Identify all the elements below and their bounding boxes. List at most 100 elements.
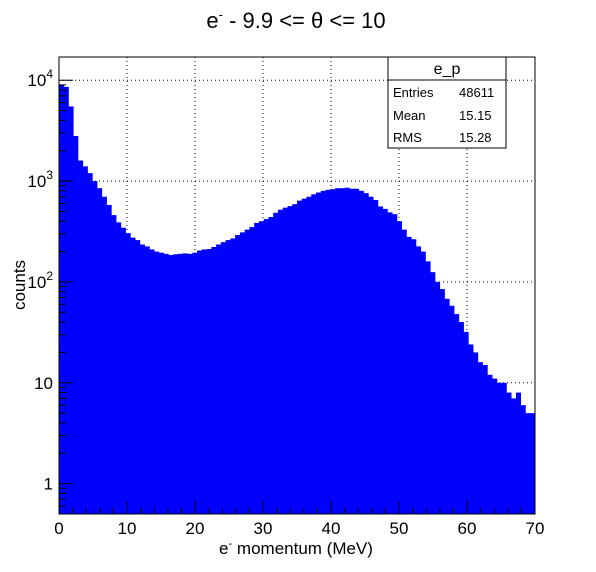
histogram-bar [444, 298, 450, 514]
histogram-bar [335, 188, 341, 514]
histogram-bar [230, 238, 236, 515]
histogram-bar [282, 207, 288, 515]
histogram-bar [311, 194, 317, 514]
histogram-bar [492, 378, 498, 514]
histogram-bar [454, 314, 460, 514]
histogram-bar [339, 188, 345, 514]
stats-rms-value: 15.28 [459, 130, 492, 145]
histogram-bar [92, 181, 98, 514]
x-tick-label: 30 [254, 519, 273, 538]
histogram-bar [458, 322, 464, 514]
axis-ticks [58, 79, 536, 515]
histogram-bar [173, 254, 179, 514]
histogram-bar [401, 229, 407, 514]
histogram-bar [87, 173, 93, 514]
stats-box-name: e_p [434, 61, 461, 78]
histogram-bar [435, 281, 441, 514]
histogram-bar [192, 252, 198, 515]
histogram-bar [139, 244, 145, 514]
stats-mean-value: 15.15 [459, 108, 492, 123]
chart-title: e- - 9.9 <= θ <= 10 [206, 7, 385, 33]
histogram-bar [292, 204, 298, 515]
histogram-bar [297, 200, 303, 514]
histogram-bar [416, 246, 422, 514]
histogram-bar [382, 208, 388, 514]
stats-mean-label: Mean [393, 108, 426, 123]
histogram-bar [97, 188, 103, 514]
histogram-bar [368, 196, 374, 514]
stats-entries-label: Entries [393, 85, 434, 100]
histogram-bar [287, 206, 293, 514]
x-tick-label: 10 [118, 519, 137, 538]
x-axis-title: e- momentum (MeV) [219, 538, 373, 558]
x-tick-label: 50 [390, 519, 409, 538]
y-tick-labels: 1 10 102 103 104 [27, 67, 53, 493]
histogram-bar [220, 242, 226, 514]
histogram-bar [439, 289, 445, 514]
y-tick-label: 10 [34, 374, 53, 393]
histogram-bar [101, 196, 107, 514]
histogram-bar [349, 188, 355, 515]
histogram-bar [211, 247, 217, 514]
histogram-bar [430, 272, 436, 514]
histogram-bar [501, 382, 507, 514]
y-axis-title: counts [10, 260, 29, 310]
histogram-bar [178, 253, 184, 515]
histogram-bar [182, 253, 188, 514]
plot-frame [58, 56, 536, 515]
histogram-bar [154, 251, 160, 515]
histogram-bar [358, 190, 364, 514]
histogram-bar [158, 252, 165, 515]
y-tick-label: 102 [27, 269, 53, 292]
x-tick-label: 40 [322, 519, 341, 538]
histogram-bar [225, 240, 231, 514]
histogram-bar [363, 193, 369, 514]
y-tick-label: 103 [27, 168, 53, 191]
histogram-bar [392, 214, 398, 514]
histogram-bar [149, 249, 155, 514]
histogram-bar [468, 344, 474, 514]
histogram-bar [387, 212, 393, 514]
histogram-bar [373, 199, 379, 515]
x-tick-label: 0 [54, 519, 63, 538]
histogram-bar [235, 235, 241, 514]
histogram-bar [116, 222, 122, 514]
histogram-bar [496, 382, 502, 514]
histogram-bar [277, 209, 284, 515]
histogram-bar [396, 221, 403, 514]
histogram-bar [344, 187, 350, 514]
histogram-bar [268, 217, 274, 514]
histogram-bar [482, 365, 488, 514]
histogram-bar [406, 236, 412, 514]
histogram-bar [263, 219, 269, 514]
x-tick-label: 20 [186, 519, 205, 538]
histogram-bar [106, 204, 112, 515]
histogram-bar [316, 192, 322, 515]
histogram-bar [144, 246, 150, 514]
histogram-bar [120, 227, 126, 514]
histogram-bar [477, 362, 483, 514]
stats-entries-value: 48611 [459, 85, 494, 100]
histogram-bar [239, 232, 245, 514]
histogram-bar [249, 227, 255, 514]
histogram-bar [515, 392, 522, 514]
histogram-bar [73, 135, 79, 515]
histogram-bar [354, 188, 360, 515]
histogram-bar [425, 261, 431, 514]
histogram-bar [377, 206, 383, 514]
histogram-bar [201, 249, 207, 514]
histogram-bar [530, 413, 536, 514]
histogram-bar [130, 237, 136, 514]
histogram-bar [273, 212, 279, 514]
histogram-bar [78, 160, 84, 514]
stats-box: e_p Entries 48611 Mean 15.15 RMS 15.28 [387, 56, 507, 149]
histogram-bar [473, 352, 479, 514]
histogram-bar [487, 374, 493, 514]
histogram-bar [511, 398, 517, 514]
histogram-bar [63, 86, 69, 515]
histogram-bar [206, 249, 212, 514]
histogram-bar [82, 166, 88, 514]
histogram-bar [244, 229, 250, 514]
histogram-bar [187, 253, 193, 515]
